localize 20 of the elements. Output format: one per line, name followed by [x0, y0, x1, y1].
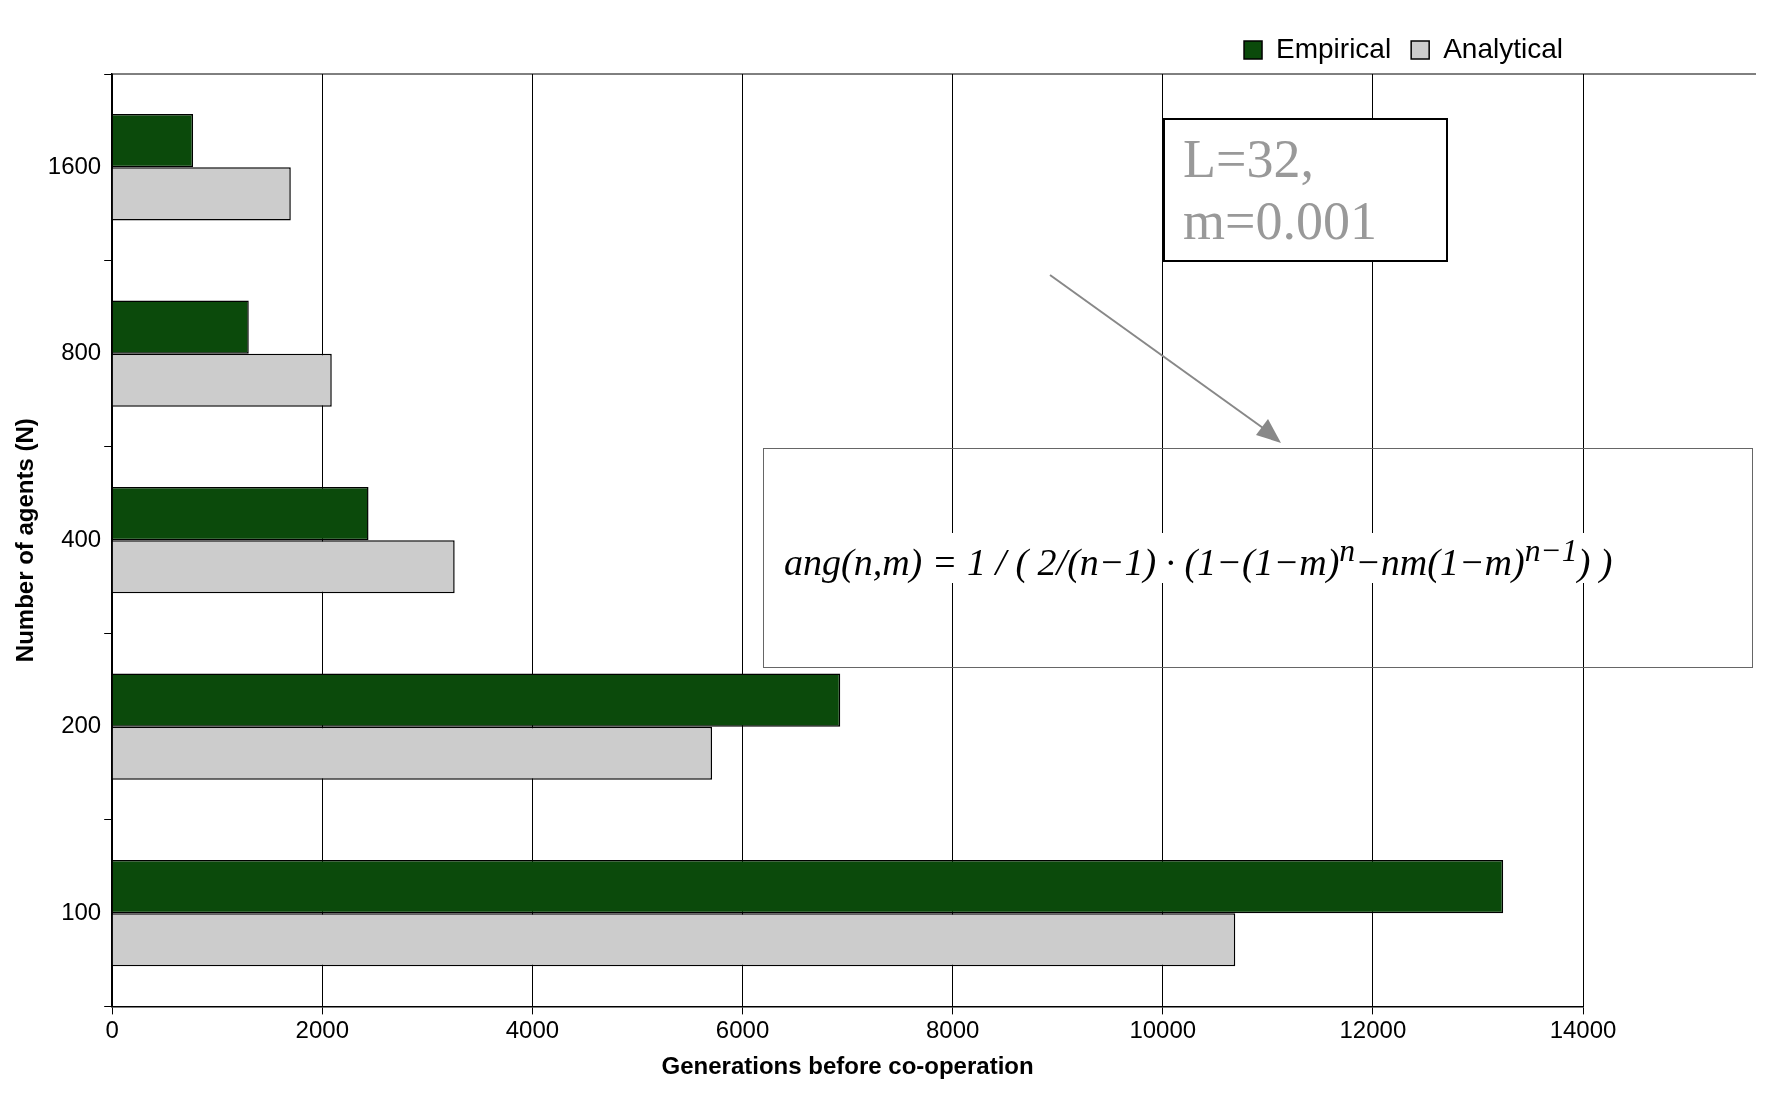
- y-tick-label: 100: [61, 897, 102, 925]
- x-tick-label: 4000: [505, 1016, 560, 1044]
- y-axis-title: Number of agents (N): [11, 418, 39, 663]
- y-tick-label: 200: [61, 711, 102, 739]
- x-tick-label: 8000: [925, 1016, 980, 1044]
- formula-box: ang(n,m) = 1 / ( 2/(n−1) · (1−(1−m)$^{n}$−nm(1−m)$^{n−1}$) ): [763, 448, 1753, 668]
- x-tick-label: 12000: [1339, 1016, 1407, 1044]
- y-tick-label: 400: [61, 524, 102, 552]
- x-tick-label: 6000: [715, 1016, 770, 1044]
- x-axis-title: Generations before co-operation: [661, 1052, 1034, 1080]
- annotation: L=32, m=0.001: [1163, 118, 1448, 263]
- x-tick-label: 2000: [295, 1016, 349, 1044]
- legend-label: Analytical: [1443, 32, 1564, 64]
- x-tick-label: 14000: [1549, 1016, 1617, 1044]
- x-tick-label: 10000: [1129, 1016, 1197, 1044]
- annotation: ang(n,m) = 1 / ( 2/(n−1) · (1−(1−m)$^{n}$−nm(1−m)$^{n−1}$) ): [784, 532, 1613, 584]
- x-tick-label: 0: [105, 1016, 119, 1044]
- y-tick-label: 1600: [47, 151, 102, 179]
- legend-label: Empirical: [1276, 32, 1392, 64]
- y-tick-label: 800: [61, 338, 102, 366]
